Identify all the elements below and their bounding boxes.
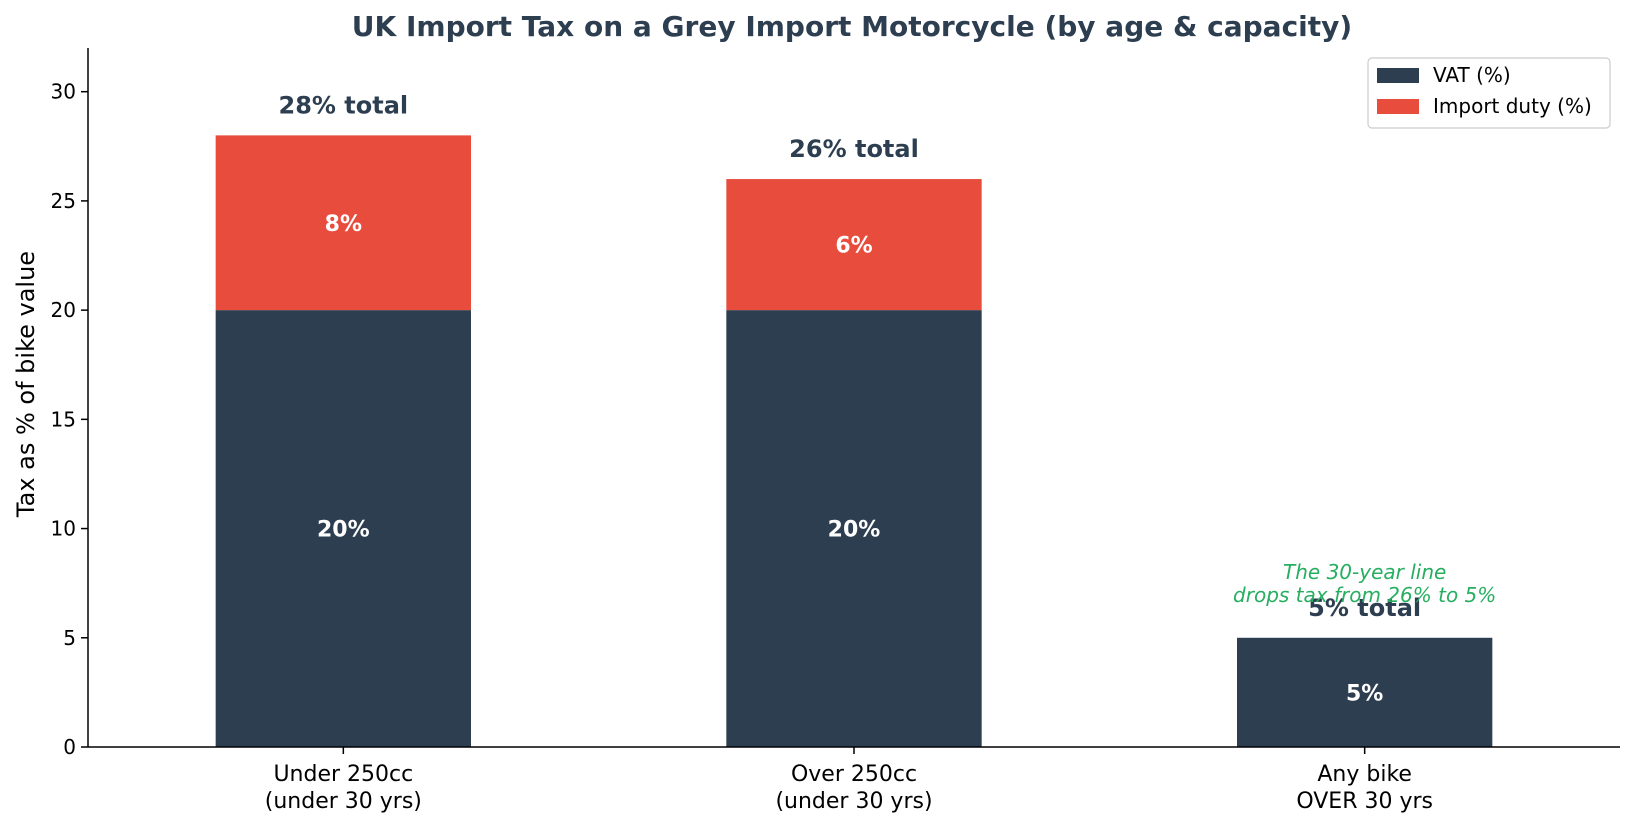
x-tick-label: Over 250cc (under 30 yrs) <box>775 762 932 814</box>
x-tick-label: Under 250cc (under 30 yrs) <box>265 762 422 814</box>
y-tick-label: 10 <box>51 517 76 541</box>
segment-value-label: 8% <box>325 212 362 237</box>
total-label: 28% total <box>279 91 409 119</box>
segment-value-label: 20% <box>828 518 881 543</box>
bar-segment-vat-0 <box>215 310 471 747</box>
segment-value-label: 6% <box>835 234 872 259</box>
total-label: 26% total <box>789 135 919 163</box>
segment-labels-layer: 20% 8% 20% 6% 5% <box>317 212 1383 707</box>
legend-swatch <box>1377 68 1419 83</box>
legend-frame <box>1367 57 1611 129</box>
bar-segment-vat-2 <box>1237 637 1493 747</box>
y-axis-label: Tax as % of bike value <box>12 251 40 518</box>
legend-entry: VAT (%) <box>1433 63 1511 87</box>
y-tick-label: 5 <box>63 626 76 650</box>
bar-segment-import-duty-1 <box>726 179 982 311</box>
legend-entry: Import duty (%) <box>1433 94 1592 118</box>
annotation-text: The 30-year line drops tax from 26% to 5% <box>1233 560 1496 607</box>
legend: VAT (%) Import duty (%) <box>1367 57 1611 129</box>
y-tick-label: 20 <box>51 298 76 322</box>
annotation-layer: The 30-year line drops tax from 26% to 5% <box>1233 560 1496 607</box>
segment-value-label: 20% <box>317 518 370 543</box>
y-tick-label: 15 <box>51 407 76 431</box>
total-label: 5% total <box>1308 594 1421 622</box>
y-tick-label: 0 <box>63 735 76 759</box>
bar-segment-vat-1 <box>726 310 982 747</box>
total-labels-layer: 28% total 26% total 5% total <box>279 91 1422 621</box>
y-ticks-layer: 0 5 10 15 20 25 30 <box>51 80 88 759</box>
y-tick-label: 25 <box>51 189 76 213</box>
bars-layer <box>215 135 1493 747</box>
bar-segment-import-duty-0 <box>215 135 471 311</box>
legend-swatch <box>1377 99 1419 114</box>
segment-value-label: 5% <box>1346 681 1383 706</box>
chart-title: UK Import Tax on a Grey Import Motorcycl… <box>352 10 1352 43</box>
y-tick-label: 30 <box>51 80 76 104</box>
x-tick-label: Any bike OVER 30 yrs <box>1296 762 1433 814</box>
x-ticks-layer: Under 250cc (under 30 yrs) Over 250cc (unde… <box>265 747 1433 814</box>
